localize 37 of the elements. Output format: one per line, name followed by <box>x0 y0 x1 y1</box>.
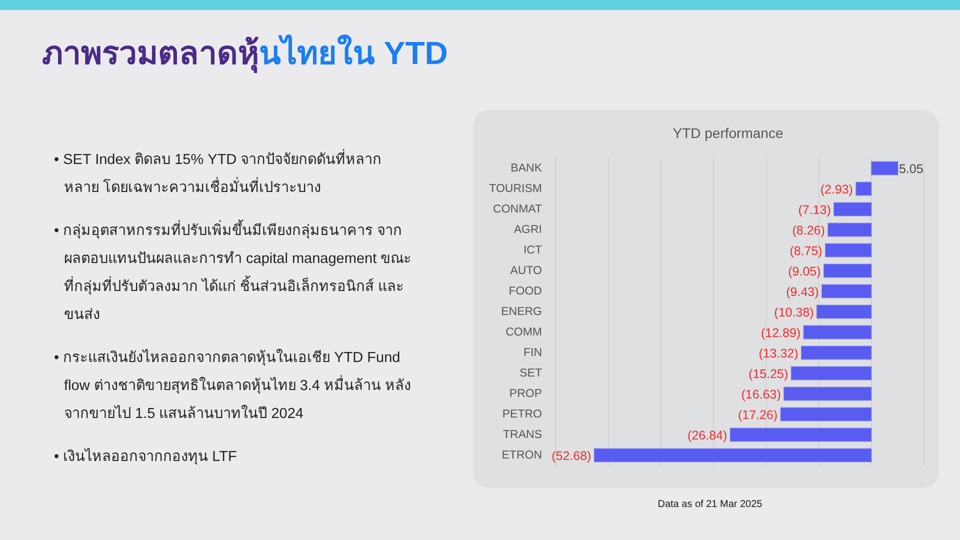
text: • SET Index ติดลบ 15% YTD จากปัจจัยกดดันที่หลากหลาย โดยเฉพาะความเชื่อมั่นที่เปราะบาง <box>54 148 383 198</box>
y-tick-label: AUTO <box>510 264 542 277</box>
y-tick-label: PROP <box>509 388 542 400</box>
data-label: (10.38) <box>774 305 814 320</box>
text: • เงินไหลออกจากกองทุน LTF <box>54 447 238 467</box>
data-label: (9.05) <box>788 264 821 278</box>
y-tick-label: ETRON <box>502 449 542 462</box>
data-label: 5.05 <box>898 162 924 176</box>
y-tick-label: BANK <box>510 162 542 174</box>
text: • กลุ่มอุตสาหกรรมที่ปรับเพิ่มขึ้นมีเพียงกลุ่มธนาคาร จากผลตอบแทนปันผลและการทำ capital management ขณะที่กลุ่มที่ปรับตัวลงมาก ได้แก่ ชิ้นส่วนอิเล็กทรอนิกส์ และ ขนส่ง <box>54 218 413 325</box>
y-tick-label: FIN <box>523 346 542 359</box>
data-label: (12.89) <box>760 326 801 340</box>
y-tick-label: TRANS <box>503 428 542 441</box>
data-label: (15.25) <box>748 366 788 381</box>
data-label: (7.13) <box>798 202 831 217</box>
data-label: (9.43) <box>786 284 819 299</box>
y-tick-label: CONMAT <box>493 203 542 216</box>
text: Data as of 21 Mar 2025 <box>658 499 763 510</box>
text: • กระแสเงินยังไหลออกจากตลาดหุ้นในเอเชีย YTD Fund flow ต่างชาติขายสุทธิในตลาดหุ้นไทย 3.4 หมื่นล้าน หลังจากขายไป 1.5 แสนล้านบาทในปี 2024 <box>54 348 412 424</box>
data-label: (16.63) <box>741 387 781 402</box>
y-tick-label: ENERG <box>501 306 542 318</box>
y-tick-label: TOURISM <box>489 182 542 195</box>
y-tick-label: COMM <box>506 326 542 338</box>
chart-subtitle: YTD performance <box>672 125 784 141</box>
y-tick-label: PETRO <box>502 408 542 420</box>
y-tick-label: SET <box>520 367 542 380</box>
data-label: (17.26) <box>738 408 778 422</box>
data-label: (52.68) <box>552 448 592 463</box>
y-tick-label: FOOD <box>508 285 542 298</box>
y-tick-label: AGRI <box>514 224 542 236</box>
data-label: (26.84) <box>688 428 728 442</box>
text: ภาพรวมตลาดหุ้นไทยใน YTD <box>42 34 448 74</box>
data-label: (8.26) <box>792 223 825 238</box>
data-label: (2.93) <box>820 182 853 196</box>
y-tick-label: ICT <box>523 244 542 256</box>
data-label: (8.75) <box>790 244 822 258</box>
data-label: (13.32) <box>758 346 798 360</box>
